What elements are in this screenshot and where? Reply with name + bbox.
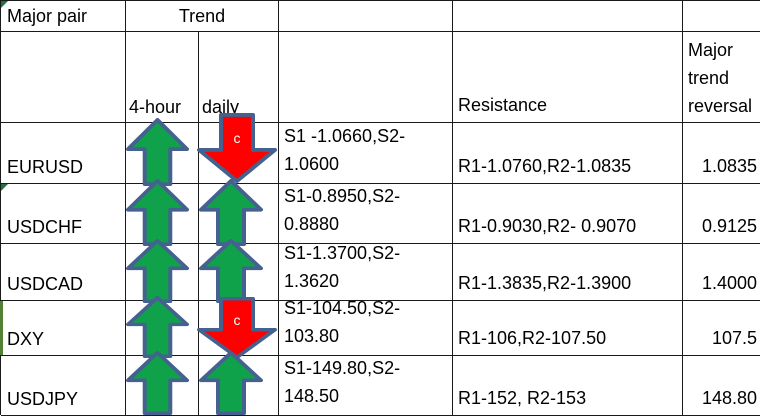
support-line2: 1.0600	[284, 154, 340, 174]
support-line2: 1.3620	[284, 271, 340, 291]
up-arrow-icon[interactable]	[126, 296, 189, 358]
cell-error-indicator-usdchf	[1, 184, 8, 191]
cell-empty-e1[interactable]	[453, 1, 683, 32]
down-arrow-icon[interactable]: c	[197, 297, 277, 359]
support-line1: S1-1.3700,S2-	[284, 244, 401, 263]
down-arrow-icon[interactable]: c	[197, 113, 277, 183]
cell-usdjpy-reversal[interactable]: 148.80	[683, 356, 760, 416]
4hour-label: 4-hour	[129, 97, 182, 117]
cell-header-major-trend-reversal[interactable]: Major trend reversal	[683, 32, 760, 123]
support-line1: S1-149.80,S2-	[284, 358, 401, 378]
up-arrow-icon[interactable]	[199, 239, 263, 303]
pair-label: DXY	[7, 329, 45, 349]
cell-header-4hour[interactable]: 4-hour	[126, 32, 199, 123]
up-arrow-icon[interactable]	[126, 351, 189, 415]
cell-usdcad-resistance[interactable]: R1-1.3835,R2-1.3900	[453, 244, 683, 301]
cell-dxy-support[interactable]: S1-104.50,S2- 103.80	[279, 301, 453, 356]
support-line2: 148.50	[284, 386, 340, 406]
up-arrow-icon[interactable]	[126, 239, 189, 303]
cell-dxy-resistance[interactable]: R1-106,R2-107.50	[453, 301, 683, 356]
cell-usdcad-reversal[interactable]: 1.4000	[683, 244, 760, 301]
up-arrow-shape	[126, 179, 189, 246]
up-arrow-shape	[126, 118, 189, 186]
pair-label: EURUSD	[7, 157, 84, 177]
reversal-value: 1.4000	[701, 273, 757, 293]
cell-pair-eurusd[interactable]: EURUSD	[1, 123, 126, 184]
cell-empty-d2[interactable]	[279, 32, 453, 123]
down-arrow-marker: c	[233, 312, 241, 329]
major-pair-label: Major pair	[7, 6, 88, 26]
pair-label: USDCAD	[7, 274, 84, 294]
up-arrow-shape	[199, 351, 263, 415]
cell-usdcad-support[interactable]: S1-1.3700,S2- 1.3620	[279, 244, 453, 301]
cell-pair-dxy[interactable]: DXY	[1, 301, 126, 356]
cell-empty-d1[interactable]	[279, 1, 453, 32]
cell-usdchf-reversal[interactable]: 0.9125	[683, 184, 760, 244]
cell-pair-usdcad[interactable]: USDCAD	[1, 244, 126, 301]
cell-header-trend[interactable]: Trend	[126, 1, 279, 32]
cell-eurusd-support[interactable]: S1 -1.0660,S2- 1.0600	[279, 123, 453, 184]
down-arrow-marker: c	[233, 130, 241, 147]
reversal-value: 1.0835	[701, 156, 757, 176]
cell-error-indicator-a1	[1, 1, 8, 8]
down-arrow-shape	[197, 113, 277, 183]
cell-usdjpy-support[interactable]: S1-149.80,S2- 148.50	[279, 356, 453, 416]
up-arrow-shape	[199, 239, 263, 303]
up-arrow-shape	[126, 351, 189, 415]
resistance-value: R1-1.0760,R2-1.0835	[458, 156, 632, 176]
cell-header-major-pair[interactable]: Major pair	[1, 1, 126, 32]
reversal-value: 107.5	[711, 328, 757, 348]
cell-eurusd-reversal[interactable]: 1.0835	[683, 123, 760, 184]
down-arrow-shape	[197, 297, 277, 359]
reversal-value: 0.9125	[701, 216, 757, 236]
support-line1: S1-0.8950,S2-	[284, 186, 401, 206]
cell-pair-usdchf[interactable]: USDCHF	[1, 184, 126, 244]
resistance-label: Resistance	[458, 95, 548, 115]
up-arrow-shape	[199, 179, 263, 246]
cell-header-daily[interactable]: daily	[199, 32, 279, 123]
up-arrow-icon[interactable]	[126, 118, 189, 186]
support-line1: S1-104.50,S2-	[284, 301, 401, 318]
pair-label: USDCHF	[7, 217, 82, 237]
cell-empty-a2[interactable]	[1, 32, 126, 123]
up-arrow-shape	[126, 296, 189, 358]
support-line1: S1 -1.0660,S2-	[284, 126, 406, 146]
up-arrow-shape	[126, 239, 189, 303]
support-line2: 103.80	[284, 326, 340, 346]
resistance-value: R1-1.3835,R2-1.3900	[458, 273, 632, 293]
up-arrow-icon[interactable]	[126, 179, 189, 246]
resistance-value: R1-152, R2-153	[458, 388, 587, 408]
cell-dxy-reversal[interactable]: 107.5	[683, 301, 760, 356]
pair-label: USDJPY	[7, 389, 79, 409]
cell-usdjpy-resistance[interactable]: R1-152, R2-153	[453, 356, 683, 416]
reversal-value: 148.80	[701, 388, 757, 408]
cell-eurusd-resistance[interactable]: R1-1.0760,R2-1.0835	[453, 123, 683, 184]
cell-usdchf-resistance[interactable]: R1-0.9030,R2- 0.9070	[453, 184, 683, 244]
cell-eurusd-daily[interactable]	[199, 123, 279, 184]
cell-empty-f1[interactable]	[683, 1, 760, 32]
resistance-value: R1-106,R2-107.50	[458, 328, 607, 348]
up-arrow-icon[interactable]	[199, 179, 263, 246]
major-trend-reversal-label: Major trend reversal	[688, 40, 753, 116]
dxy-green-left-border	[0, 301, 3, 355]
resistance-value: R1-0.9030,R2- 0.9070	[458, 216, 637, 236]
support-line2: 0.8880	[284, 214, 340, 234]
cell-pair-usdjpy[interactable]: USDJPY	[1, 356, 126, 416]
cell-usdchf-support[interactable]: S1-0.8950,S2- 0.8880	[279, 184, 453, 244]
cell-header-resistance[interactable]: Resistance	[453, 32, 683, 123]
up-arrow-icon[interactable]	[199, 351, 263, 415]
trend-label: Trend	[178, 6, 226, 26]
daily-label: daily	[202, 97, 240, 117]
